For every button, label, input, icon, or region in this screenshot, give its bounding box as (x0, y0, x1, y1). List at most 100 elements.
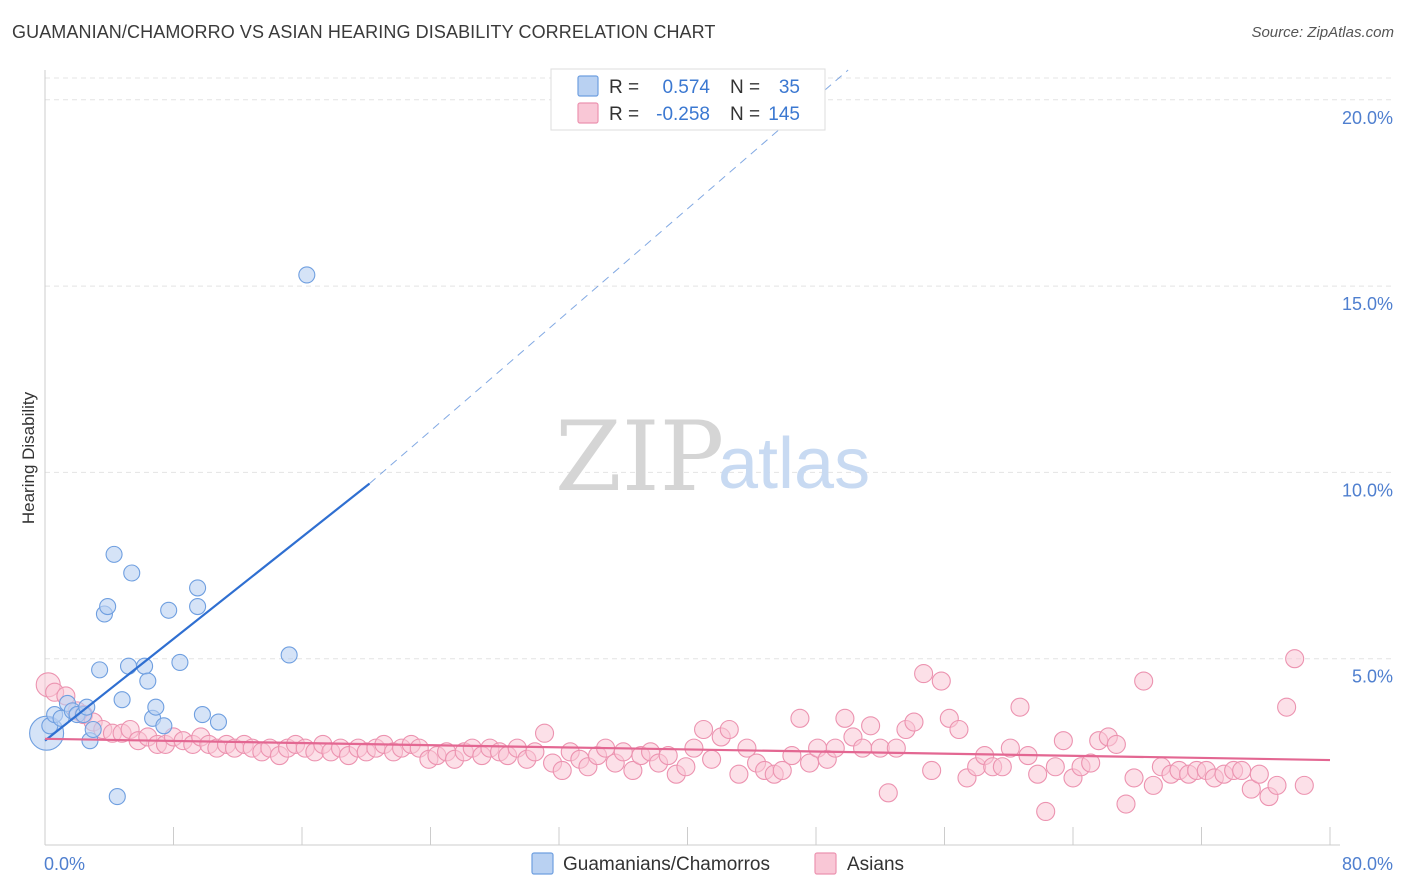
asians-point (1277, 697, 1297, 717)
guamanians-point (139, 672, 157, 690)
asians-point (694, 719, 714, 740)
asians-point (1294, 775, 1314, 795)
asians-point (1053, 731, 1073, 751)
asians-point (737, 738, 757, 758)
legend-r-label-2: R = (609, 104, 639, 125)
x-tick-label-min: 0.0% (44, 854, 85, 874)
asians-point (835, 708, 855, 728)
asians-point (1010, 697, 1030, 717)
asians-point (729, 764, 749, 784)
watermark-atlas: atlas (718, 424, 870, 504)
guamanians-point (119, 657, 138, 675)
legend-n-value-1: 35 (779, 77, 800, 98)
guamanians-point (99, 597, 117, 616)
guamanians-point (171, 653, 189, 671)
asians-point (1081, 753, 1101, 773)
guamanians-point (209, 713, 228, 731)
guamanians-point (155, 717, 173, 735)
asians-point (772, 760, 792, 781)
watermark-zip: ZIP (555, 401, 724, 513)
legend-swatch-pink (577, 102, 599, 124)
guamanians-point (84, 720, 102, 739)
asians-point (914, 664, 934, 684)
grid-layer (44, 77, 1392, 845)
asians-point (623, 760, 643, 781)
asians-point (658, 746, 678, 766)
asians-point (1267, 775, 1287, 795)
y-tick-label-15: 15.0% (1342, 294, 1393, 314)
asians-point (676, 757, 696, 777)
asians-point (1045, 757, 1065, 777)
correlation-legend: R = 0.574 N = 35 R = -0.258 N = 145 (550, 68, 826, 131)
asians-point (1124, 768, 1144, 788)
asians-point (613, 742, 633, 762)
y-tick-labels: 5.0% 10.0% 15.0% 20.0% (1342, 108, 1393, 687)
series-label-asians: Asians (847, 854, 904, 875)
asians-point (870, 738, 890, 758)
asians-point (853, 738, 873, 758)
legend-r-label-1: R = (609, 77, 639, 98)
x-tick-label-max: 80.0% (1342, 854, 1393, 874)
legend-n-value-2: 145 (768, 104, 800, 125)
series-swatch-guamanians (531, 852, 554, 875)
asians-point (886, 738, 906, 758)
asians-point (992, 757, 1012, 777)
asians-point (552, 760, 572, 781)
guamanians-trend-line (44, 482, 371, 742)
legend-r-value-2: -0.258 (656, 104, 710, 125)
y-tick-label-20: 20.0% (1342, 108, 1393, 128)
guamanians-point (160, 601, 178, 619)
trend-lines (44, 69, 1331, 762)
asians-point (922, 760, 942, 781)
asians-points (35, 649, 1314, 822)
asians-point (878, 783, 898, 803)
guamanians-point (91, 661, 109, 679)
watermark: ZIP atlas (555, 401, 870, 513)
guamanians-point (298, 266, 316, 284)
asians-point (525, 742, 545, 762)
y-axis-label: Hearing Disability (19, 391, 38, 524)
asians-point (1116, 794, 1136, 814)
asians-trend-line (44, 737, 1331, 762)
chart-title: GUAMANIAN/CHAMORRO VS ASIAN HEARING DISA… (12, 22, 716, 42)
guamanians-points (29, 266, 316, 806)
asians-point (949, 719, 969, 740)
asians-point (1285, 649, 1305, 669)
asians-point (1028, 764, 1048, 784)
asians-point (534, 723, 555, 743)
legend-swatch-blue (577, 75, 599, 97)
y-tick-label-10: 10.0% (1342, 480, 1393, 500)
asians-point (790, 708, 810, 728)
legend-n-label-1: N = (730, 77, 760, 98)
guamanians-point (280, 646, 298, 664)
legend-r-value-1: 0.574 (662, 77, 710, 98)
guamanians-point (189, 597, 207, 616)
asians-point (702, 749, 722, 769)
guamanians-point (193, 706, 211, 724)
guamanians-trend-extension (369, 69, 849, 484)
asians-point (931, 671, 951, 691)
guamanians-point (108, 788, 126, 806)
guamanians-point (113, 691, 131, 709)
guamanians-point (147, 698, 165, 716)
chart-source: Source: ZipAtlas.com (1251, 24, 1394, 41)
asians-point (1232, 760, 1252, 781)
asians-point (1249, 764, 1269, 784)
series-legend: Guamanians/Chamorros Asians (531, 852, 904, 875)
asians-point (1134, 671, 1154, 691)
legend-n-label-2: N = (730, 104, 760, 125)
asians-point (904, 712, 924, 732)
asians-point (1143, 775, 1163, 795)
series-swatch-asians (814, 852, 837, 875)
asians-point (719, 719, 739, 740)
asians-point (825, 738, 845, 758)
asians-point (1241, 779, 1261, 799)
asians-point (1000, 738, 1020, 758)
guamanians-point (189, 579, 207, 597)
y-tick-label-5: 5.0% (1352, 667, 1393, 687)
asians-point (782, 746, 802, 766)
asians-point (1106, 734, 1126, 754)
asians-point (1036, 801, 1056, 822)
guamanians-point (105, 545, 123, 563)
